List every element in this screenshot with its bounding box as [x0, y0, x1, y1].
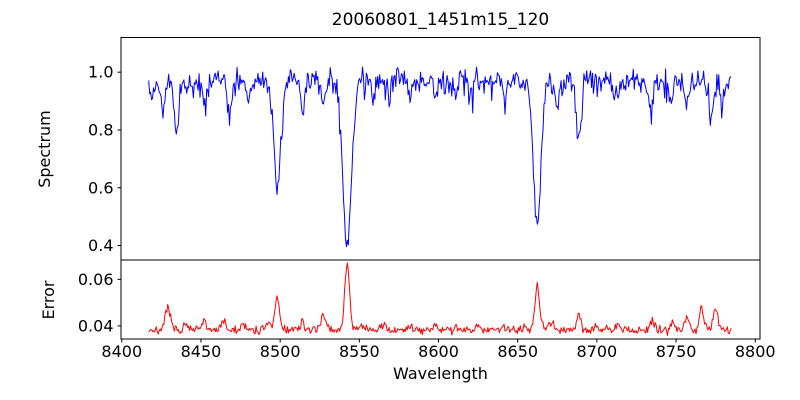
error-axes-border [120, 259, 761, 340]
y-tick-label: 0.6 [88, 178, 113, 197]
spectrum-line [148, 66, 732, 248]
x-tick-label: 8700 [577, 342, 618, 361]
chart-title: 20060801_1451m15_120 [331, 10, 550, 30]
x-axis-ticks: 8400 8450 8500 8550 8600 8650 8700 8750 8800 [101, 339, 776, 361]
spectrum-panel: 0.4 0.6 0.8 1.0 [88, 37, 761, 261]
x-tick-label: 8800 [735, 342, 776, 361]
x-tick-label: 8600 [418, 342, 459, 361]
spectrum-y-axis-label: Spectrum [35, 110, 54, 188]
error-y-axis-label: Error [39, 280, 58, 320]
x-tick-label: 8650 [497, 342, 538, 361]
x-axis-label: Wavelength [393, 364, 488, 383]
y-tick-label: 1.0 [88, 63, 113, 82]
x-tick-label: 8550 [339, 342, 380, 361]
error-y-ticks: 0.04 0.06 [78, 270, 121, 335]
x-tick-label: 8450 [181, 342, 222, 361]
spectrum-axes-border [120, 37, 761, 261]
y-tick-label: 0.04 [78, 316, 114, 335]
error-line [148, 262, 732, 336]
spectrum-y-ticks: 0.4 0.6 0.8 1.0 [88, 63, 121, 255]
error-panel: 0.04 0.06 [78, 259, 761, 340]
y-tick-label: 0.8 [88, 120, 113, 139]
y-tick-label: 0.06 [78, 270, 114, 289]
y-tick-label: 0.4 [88, 236, 113, 255]
x-tick-label: 8400 [101, 342, 142, 361]
x-tick-label: 8750 [656, 342, 697, 361]
x-tick-label: 8500 [260, 342, 301, 361]
